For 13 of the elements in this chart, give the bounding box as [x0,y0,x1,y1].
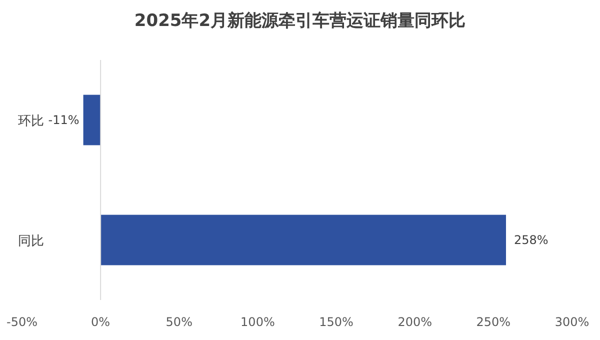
x-tick-label: 200% [398,315,432,329]
x-tick-label: 150% [319,315,354,329]
x-tick-label: 50% [166,315,192,329]
x-tick-label: -50% [6,315,38,329]
data-label: 258% [514,233,548,247]
x-tick-label: 300% [554,315,590,329]
chart-title: 2025年2月新能源牵引车营运证销量同环比 [134,11,466,31]
y-tick-label: 环比 [18,114,44,129]
y-tick-label: 同比 [18,234,44,249]
x-tick-label: 100% [240,315,275,329]
data-label: -11% [48,113,80,127]
x-tick-label: 0% [91,315,110,329]
x-tick-label: 250% [476,315,511,329]
